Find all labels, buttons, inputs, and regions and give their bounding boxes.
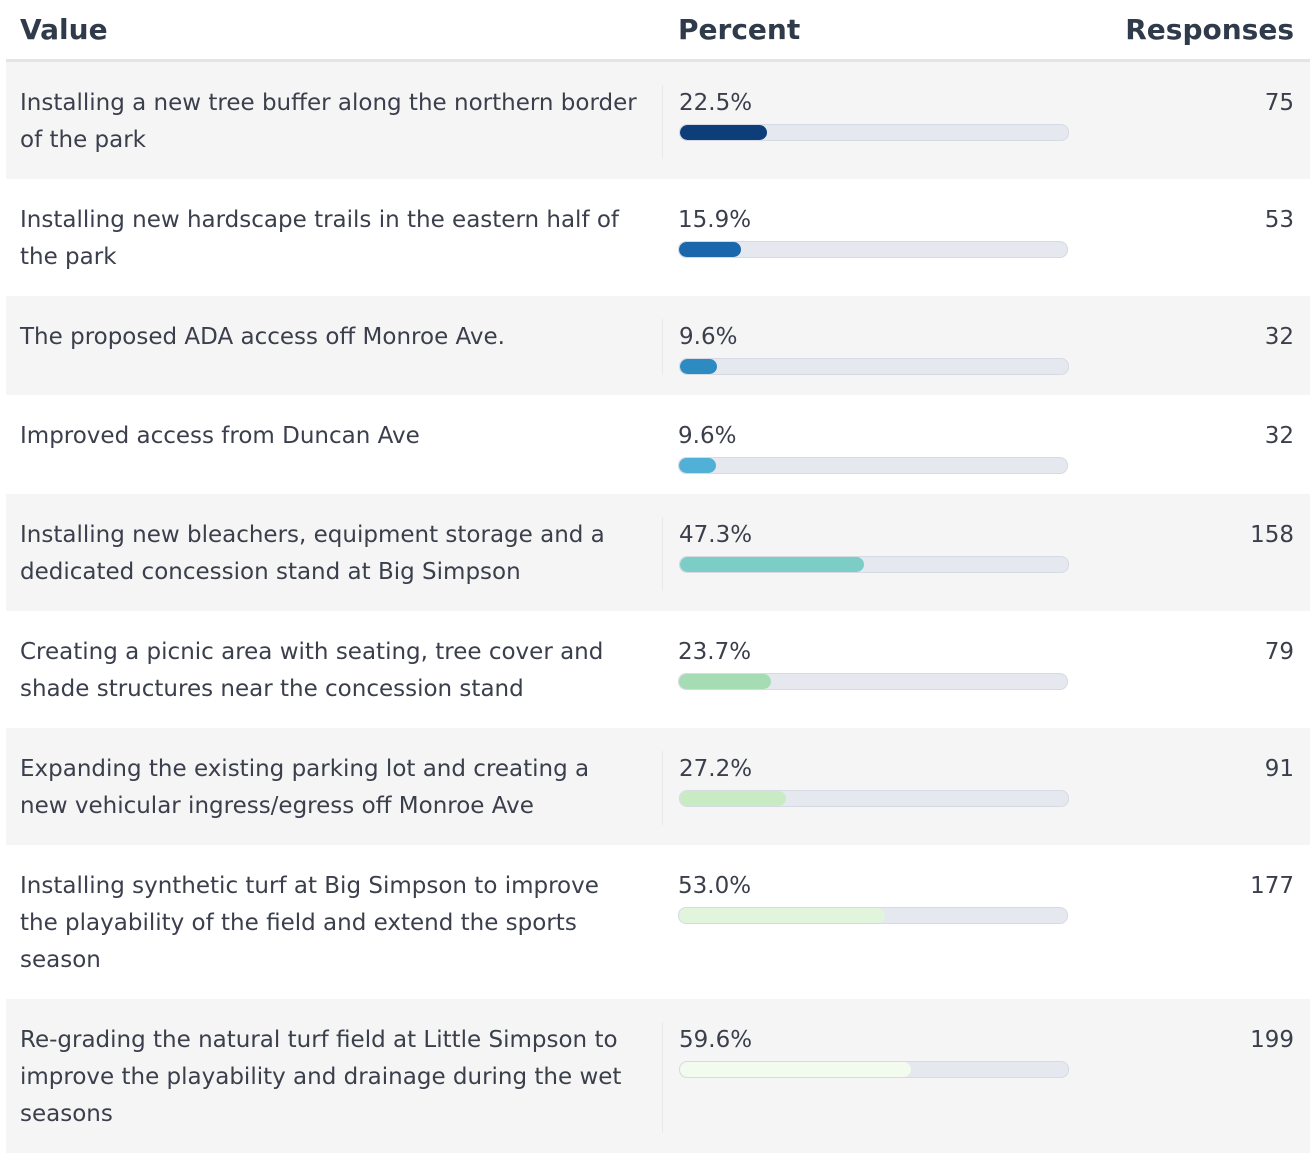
percent-label: 22.5%	[679, 90, 753, 116]
responses-cell: 199	[1250, 1027, 1294, 1053]
responses-cell: 158	[1250, 522, 1294, 548]
percent-label: 53.0%	[678, 873, 752, 899]
percent-label: 9.6%	[678, 423, 737, 449]
table-row: Installing synthetic turf at Big Simpson…	[6, 845, 1310, 999]
value-cell: Installing synthetic turf at Big Simpson…	[20, 873, 599, 973]
table-row: The proposed ADA access off Monroe Ave. 9…	[6, 296, 1310, 395]
responses-cell: 32	[1264, 423, 1294, 449]
table-row: Creating a picnic area with seating, tre…	[6, 611, 1310, 728]
bar	[679, 674, 771, 689]
percent-cell: 47.3%	[662, 517, 1069, 591]
bar	[680, 557, 864, 572]
percent-label: 59.6%	[679, 1027, 753, 1053]
table-row: Improved access from Duncan Ave 9.6% 32	[6, 395, 1310, 494]
responses-cell: 32	[1264, 324, 1294, 350]
results-table: Value Percent Responses Installing a new…	[6, 0, 1310, 1153]
value-cell: Installing new bleachers, equipment stor…	[20, 522, 605, 585]
percent-label: 23.7%	[678, 639, 752, 665]
table-row: Installing new hardscape trails in the e…	[6, 179, 1310, 296]
percent-cell: 59.6%	[662, 1022, 1069, 1133]
table-row: Expanding the existing parking lot and c…	[6, 728, 1310, 845]
value-cell: Re-grading the natural turf field at Lit…	[20, 1027, 622, 1127]
value-cell: The proposed ADA access off Monroe Ave.	[20, 324, 505, 350]
table-header: Value Percent Responses	[6, 0, 1310, 62]
percent-cell: 27.2%	[662, 751, 1069, 825]
page: Value Percent Responses Installing a new…	[6, 13, 1310, 1133]
bar-track	[678, 907, 1068, 924]
percent-cell: 22.5%	[662, 85, 1069, 159]
table-body: Installing a new tree buffer along the n…	[6, 62, 1310, 1153]
header-cell: Value	[20, 13, 108, 46]
bar-track	[679, 124, 1069, 141]
percent-cell: 9.6%	[662, 319, 1069, 375]
bar-track	[678, 673, 1068, 690]
value-cell: Installing a new tree buffer along the n…	[20, 90, 637, 153]
percent-cell: 9.6%	[662, 418, 1068, 474]
header-cell: Responses	[1125, 13, 1294, 46]
value-cell: Creating a picnic area with seating, tre…	[20, 639, 604, 702]
value-cell: Installing new hardscape trails in the e…	[20, 207, 620, 270]
bar	[679, 908, 885, 923]
value-cell: Expanding the existing parking lot and c…	[20, 756, 590, 819]
responses-cell: 53	[1264, 207, 1294, 233]
bar-track	[678, 241, 1068, 258]
table-row: Installing a new tree buffer along the n…	[6, 62, 1310, 179]
bar-track	[679, 358, 1069, 375]
bar-track	[679, 556, 1069, 573]
table-row: Installing new bleachers, equipment stor…	[6, 494, 1310, 611]
value-cell: Improved access from Duncan Ave	[20, 423, 420, 449]
percent-label: 9.6%	[679, 324, 738, 350]
bar	[680, 1062, 912, 1077]
responses-cell: 177	[1250, 873, 1294, 899]
bar	[679, 458, 717, 473]
percent-label: 15.9%	[678, 207, 752, 233]
responses-cell: 79	[1264, 639, 1294, 665]
responses-cell: 91	[1264, 756, 1294, 782]
percent-label: 47.3%	[679, 522, 753, 548]
header-cell: Percent	[678, 13, 801, 46]
percent-label: 27.2%	[679, 756, 753, 782]
percent-cell: 53.0%	[662, 868, 1068, 979]
bar-track	[678, 457, 1068, 474]
bar	[679, 242, 741, 257]
percent-cell: 15.9%	[662, 202, 1068, 276]
responses-cell: 75	[1264, 90, 1294, 116]
table-row: Re-grading the natural turf field at Lit…	[6, 999, 1310, 1153]
bar	[680, 125, 768, 140]
bar-track	[679, 1061, 1069, 1078]
bar	[680, 791, 786, 806]
bar-track	[679, 790, 1069, 807]
percent-cell: 23.7%	[662, 634, 1068, 708]
bar	[680, 359, 718, 374]
